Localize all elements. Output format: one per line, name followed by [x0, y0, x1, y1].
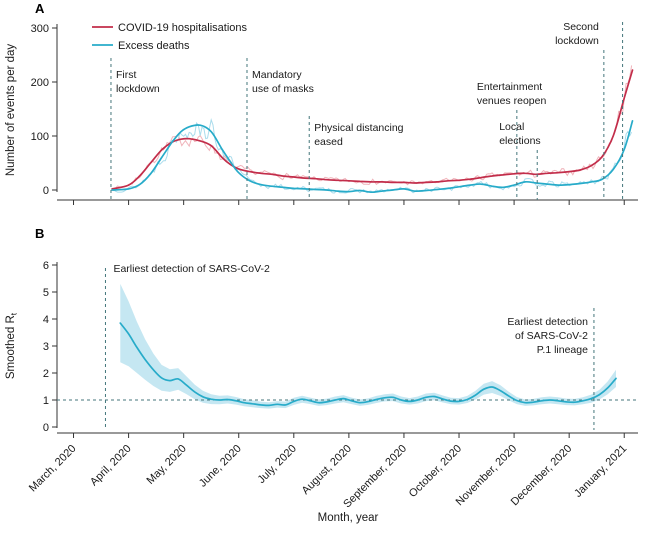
panel-b-y-axis-title-subscript: t [9, 312, 19, 315]
panel-b-x-tick-label: August, 2020 [300, 443, 354, 497]
annotation-label: Entertainment [477, 81, 542, 93]
x-axis-title: Month, year [318, 512, 379, 524]
panel-b-y-tick-label: 0 [43, 422, 49, 434]
annotation-label: P.1 lineage [537, 344, 588, 356]
annotation-label: lockdown [116, 83, 160, 95]
hospitalisations-line [111, 69, 634, 190]
annotation-label: Earliest detection of SARS-CoV-2 [113, 263, 270, 275]
panel-a-y-tick-label: 100 [31, 131, 49, 143]
panel-b-x-tick-label: December, 2020 [509, 443, 575, 509]
panel-b-y-tick-label: 5 [43, 287, 49, 299]
annotation-label: lockdown [555, 35, 599, 47]
panel-a-y-tick-label: 300 [31, 23, 49, 35]
panel-b-x-tick-label: June, 2020 [197, 443, 244, 490]
annotation-label: First [116, 69, 136, 81]
annotation-label: Local [499, 121, 524, 133]
panel-b-x-tick-label: March, 2020 [27, 443, 79, 495]
smoothed-rt-line [119, 322, 617, 407]
annotation-label: eased [314, 136, 343, 148]
annotation-label: Physical distancing [314, 122, 403, 134]
panel-b-y-axis-title: Smoothed Rt [5, 312, 19, 379]
panel-a-y-axis-title: Number of events per day [5, 44, 17, 177]
panel-a-y-tick-label: 200 [31, 77, 49, 89]
panel-b-y-tick-label: 4 [43, 314, 49, 326]
panel-a-y-tick-label: 0 [43, 185, 49, 197]
annotation-label: Mandatory [252, 69, 302, 81]
panel-a-letter: A [35, 1, 45, 16]
panel-b-y-tick-label: 1 [43, 395, 49, 407]
hospitalisations-raw-line [111, 65, 633, 192]
panel-b-y-axis-title-main: Smoothed R [5, 315, 17, 379]
annotation-label: venues reopen [477, 95, 547, 107]
panel-b-y-tick-label: 3 [43, 341, 49, 353]
excess-deaths-line [111, 120, 634, 194]
annotation-label: use of masks [252, 83, 314, 95]
annotation-label: Second [563, 21, 599, 33]
panel-b-y-tick-label: 6 [43, 260, 49, 272]
panel-b-x-tick-label: January, 2021 [572, 443, 629, 500]
legend-label: Excess deaths [118, 40, 190, 52]
panel-b-y-tick-label: 2 [43, 368, 49, 380]
panel-b-letter: B [35, 226, 44, 241]
annotation-label: Earliest detection [507, 316, 588, 328]
legend-label: COVID-19 hospitalisations [118, 22, 248, 34]
panel-a: 0 100 200 300 First lockdown Mandatory use of m… [31, 21, 638, 205]
panel-b-x-tick-label: July, 2020 [256, 443, 299, 486]
panel-b-x-tick-label: April, 2020 [88, 443, 134, 489]
annotation-label: of SARS-CoV-2 [515, 330, 588, 342]
annotation-label: elections [499, 135, 540, 147]
panel-b-x-tick-label: May, 2020 [145, 443, 189, 487]
panel-b-x-tick-label: October, 2020 [407, 443, 464, 500]
